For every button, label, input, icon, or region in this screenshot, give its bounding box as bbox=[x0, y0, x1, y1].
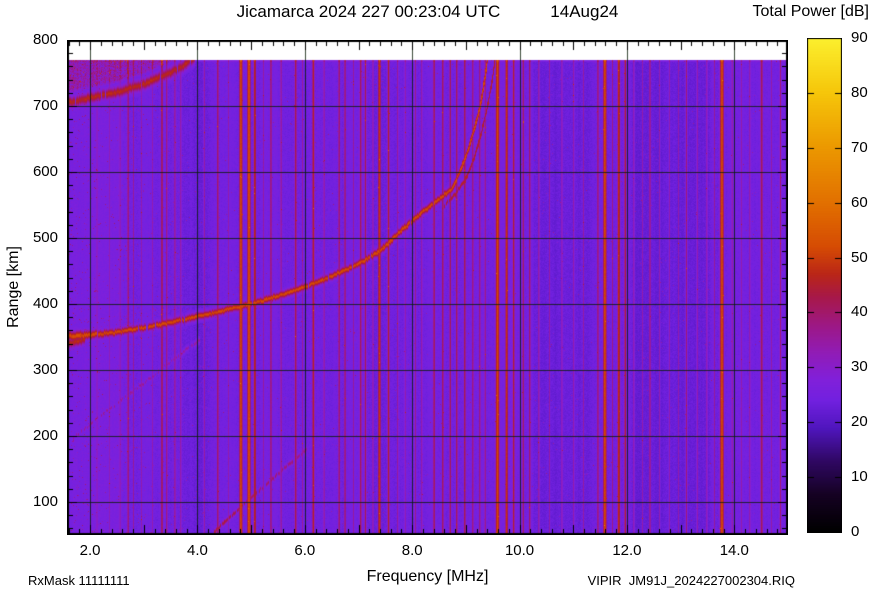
colorbar-tick-label: 20 bbox=[851, 413, 868, 431]
x-tick-label: 12.0 bbox=[612, 542, 642, 559]
colorbar-tick-label: 50 bbox=[851, 248, 868, 266]
colorbar-canvas bbox=[807, 38, 842, 533]
x-tick-label: 6.0 bbox=[294, 542, 316, 559]
plot-title-station-time: Jicamarca 2024 227 00:23:04 UTC bbox=[236, 2, 501, 21]
y-tick-label: 100 bbox=[32, 493, 58, 510]
x-tick-label: 10.0 bbox=[504, 542, 535, 559]
colorbar-tick-label: 80 bbox=[851, 83, 868, 101]
data-file-label: VIPIR JM91J_2024227002304.RIQ bbox=[587, 573, 795, 588]
x-axis-label: Frequency [MHz] bbox=[366, 568, 489, 585]
colorbar-tick-label: 30 bbox=[851, 358, 868, 376]
colorbar-tick-label: 0 bbox=[851, 523, 860, 540]
colorbar-tick-label: 90 bbox=[851, 29, 868, 46]
colorbar-tick-label: 10 bbox=[851, 468, 868, 486]
plot-title-date: 14Aug24 bbox=[550, 2, 619, 21]
y-tick-label: 700 bbox=[32, 97, 58, 114]
colorbar-title: Total Power [dB] bbox=[752, 3, 870, 20]
y-axis-label: Range [km] bbox=[5, 246, 22, 328]
y-tick-label: 600 bbox=[32, 163, 58, 180]
y-tick-label: 300 bbox=[32, 361, 58, 378]
rx-mask-label: RxMask 11111111 bbox=[28, 573, 130, 588]
x-tick-label: 4.0 bbox=[187, 542, 208, 559]
y-tick-label: 200 bbox=[32, 427, 58, 444]
y-tick-label: 400 bbox=[32, 295, 58, 312]
plot-title: Jicamarca 2024 227 00:23:04 UTC 14Aug24 bbox=[67, 2, 788, 22]
x-tick-label: 14.0 bbox=[719, 542, 749, 559]
ionogram-heatmap-canvas bbox=[67, 40, 788, 535]
colorbar-tick-label: 60 bbox=[851, 193, 868, 211]
y-tick-label: 800 bbox=[32, 31, 58, 48]
colorbar-tick-label: 40 bbox=[851, 303, 868, 321]
x-tick-label: 8.0 bbox=[401, 542, 423, 559]
x-tick-label: 2.0 bbox=[79, 542, 101, 559]
y-tick-label: 500 bbox=[32, 229, 58, 246]
colorbar-tick-label: 70 bbox=[851, 138, 868, 156]
